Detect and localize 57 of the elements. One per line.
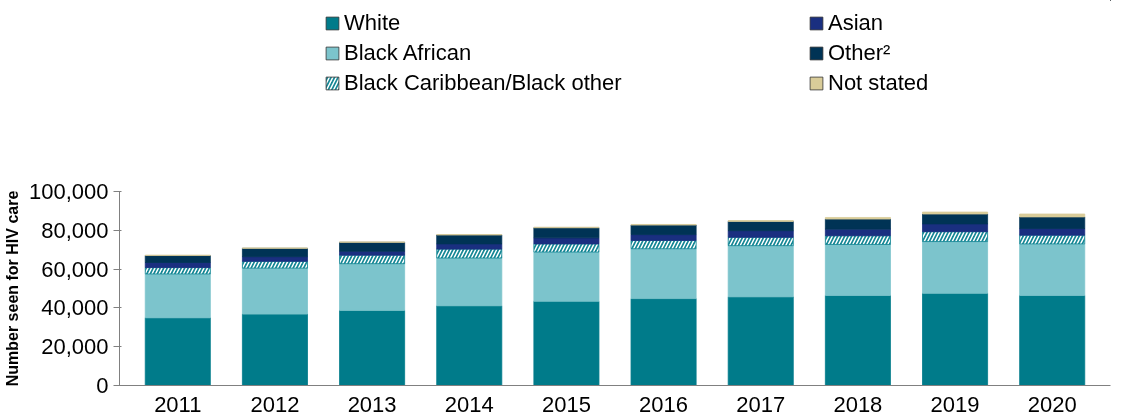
legend-label: White [344, 10, 402, 36]
legend-label: Not stated [828, 70, 930, 96]
bar [339, 310, 406, 386]
y-tick-label: 40,000 [41, 295, 109, 321]
x-tick-label: 2012 [250, 391, 300, 417]
bar [630, 234, 697, 241]
bar [144, 273, 211, 319]
bar [727, 230, 794, 238]
bar [339, 241, 406, 252]
x-tick-label: 2015 [541, 391, 591, 417]
bar [533, 237, 600, 245]
bar [1019, 213, 1086, 218]
bar [727, 245, 794, 298]
bar [533, 227, 600, 239]
x-tick-label: 2016 [639, 391, 689, 417]
x-tick-label: 2017 [736, 391, 786, 417]
bar [533, 300, 600, 386]
x-tick-label: 2019 [930, 391, 980, 417]
x-tick-label: 2018 [833, 391, 883, 417]
bar [824, 295, 891, 386]
bar [436, 305, 503, 386]
bar [242, 313, 308, 386]
y-tick-label: 0 [96, 373, 109, 398]
bar [242, 247, 308, 258]
bar [922, 241, 988, 294]
legend-label: Asian [828, 10, 885, 36]
bar [339, 263, 406, 311]
bar [242, 267, 308, 315]
bar [436, 234, 503, 245]
bar [1019, 295, 1086, 386]
y-axis-title: Number seen for HIV care [3, 190, 21, 387]
y-tick-label: 100,000 [28, 179, 109, 204]
x-tick-label: 2011 [154, 391, 202, 417]
bar [727, 296, 794, 386]
bar [533, 251, 600, 302]
bar [824, 218, 891, 230]
bar [144, 317, 211, 386]
x-tick-label: 2020 [1027, 391, 1077, 417]
legend-label: Other² [828, 40, 892, 66]
bar [824, 244, 891, 296]
bar [922, 213, 988, 225]
bar [630, 298, 697, 386]
bar [144, 255, 211, 263]
bar [630, 248, 697, 299]
x-tick-label: 2014 [444, 391, 494, 417]
y-tick-label: 20,000 [41, 334, 109, 360]
legend-label: Black African [344, 40, 473, 66]
bar [1019, 243, 1086, 296]
bar [1019, 228, 1086, 236]
bar [922, 292, 988, 386]
x-tick-label: 2013 [347, 391, 397, 417]
bar [436, 257, 503, 307]
legend-label: Black Caribbean/Black other [344, 70, 623, 96]
y-tick-label: 80,000 [41, 217, 109, 243]
bar [630, 224, 697, 235]
bar [242, 256, 308, 262]
y-tick-label: 60,000 [41, 256, 109, 282]
